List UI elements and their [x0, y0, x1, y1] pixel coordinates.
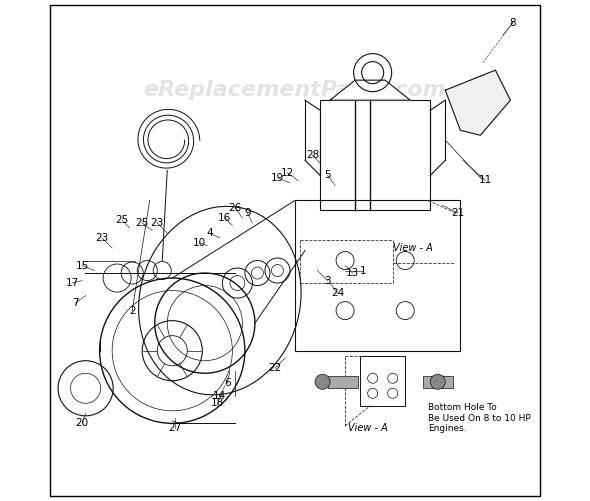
Text: 3: 3: [324, 276, 331, 286]
Text: 28: 28: [306, 150, 319, 160]
Text: 12: 12: [281, 168, 294, 178]
Circle shape: [315, 374, 330, 389]
Bar: [327, 376, 358, 388]
Text: 21: 21: [451, 208, 464, 218]
Text: 20: 20: [76, 418, 88, 428]
Text: 11: 11: [478, 175, 492, 185]
Text: Bottom Hole To
Be Used On 8 to 10 HP
Engines.: Bottom Hole To Be Used On 8 to 10 HP Eng…: [428, 403, 530, 433]
Text: 24: 24: [331, 288, 344, 298]
Text: 19: 19: [271, 173, 284, 183]
Text: 2: 2: [129, 306, 136, 316]
Polygon shape: [445, 70, 510, 135]
Text: 14: 14: [213, 391, 227, 401]
Bar: [360, 356, 405, 406]
Text: 17: 17: [65, 278, 78, 288]
Text: 22: 22: [268, 363, 281, 373]
Text: 7: 7: [72, 298, 79, 308]
Text: 8: 8: [510, 18, 516, 28]
Bar: [320, 100, 430, 210]
Text: 9: 9: [244, 208, 251, 218]
Text: 5: 5: [324, 170, 331, 180]
Text: 27: 27: [168, 423, 181, 433]
Bar: [423, 376, 453, 388]
Text: 23: 23: [96, 233, 109, 243]
Text: 15: 15: [76, 261, 88, 271]
Text: 23: 23: [150, 218, 164, 228]
Text: View - A: View - A: [348, 423, 388, 433]
Text: 4: 4: [206, 228, 213, 238]
Bar: [295, 200, 460, 351]
Text: 25: 25: [116, 215, 129, 225]
Text: 6: 6: [224, 378, 231, 388]
Polygon shape: [330, 80, 410, 100]
Circle shape: [430, 374, 445, 389]
Text: 26: 26: [228, 203, 241, 213]
Text: 13: 13: [346, 268, 359, 278]
Text: 25: 25: [136, 218, 149, 228]
Text: eReplacementParts.com: eReplacementParts.com: [143, 80, 447, 100]
Text: View - A: View - A: [393, 243, 432, 253]
Text: 1: 1: [359, 266, 366, 276]
Text: 10: 10: [194, 238, 206, 248]
Text: 16: 16: [218, 213, 231, 223]
Text: 18: 18: [211, 398, 224, 408]
